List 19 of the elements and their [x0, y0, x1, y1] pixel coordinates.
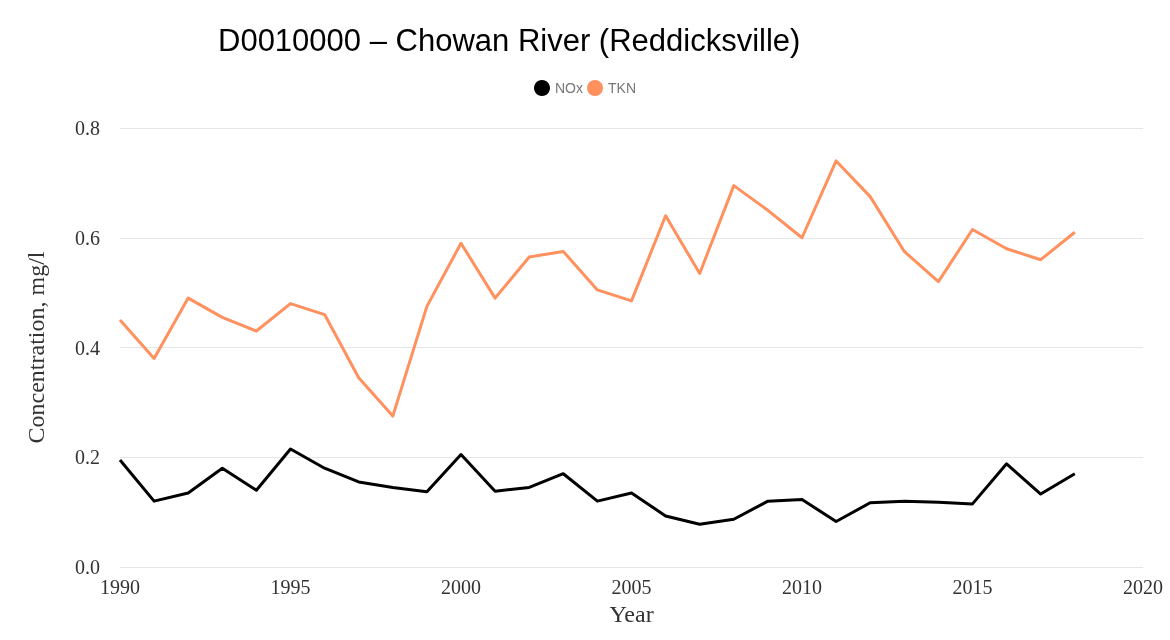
legend-label: TKN	[608, 80, 636, 96]
y-tick-label: 0.2	[75, 446, 100, 469]
line-series	[118, 159, 1077, 418]
x-tick-label: 2010	[782, 576, 822, 598]
x-tick-label: 2015	[952, 576, 993, 598]
y-tick-label: 0.4	[75, 336, 100, 359]
x-tick-label: 1990	[100, 576, 140, 598]
y-axis-title: Concentration, mg/l	[23, 251, 49, 444]
x-tick-label: 2000	[441, 576, 481, 598]
chart-title: D0010000 – Chowan River (Reddicksville)	[218, 23, 801, 58]
x-tick-label: 1995	[270, 576, 311, 598]
x-tick-label: 2020	[1123, 576, 1163, 598]
line-series	[118, 447, 1077, 526]
legend-label: NOx	[555, 80, 583, 96]
x-axis-title: Year	[609, 600, 654, 627]
y-tick-label: 0.8	[75, 117, 100, 139]
y-tick-label: 0.0	[75, 556, 100, 578]
y-tick-label: 0.6	[75, 226, 100, 249]
x-tick-label: 2005	[611, 576, 652, 598]
